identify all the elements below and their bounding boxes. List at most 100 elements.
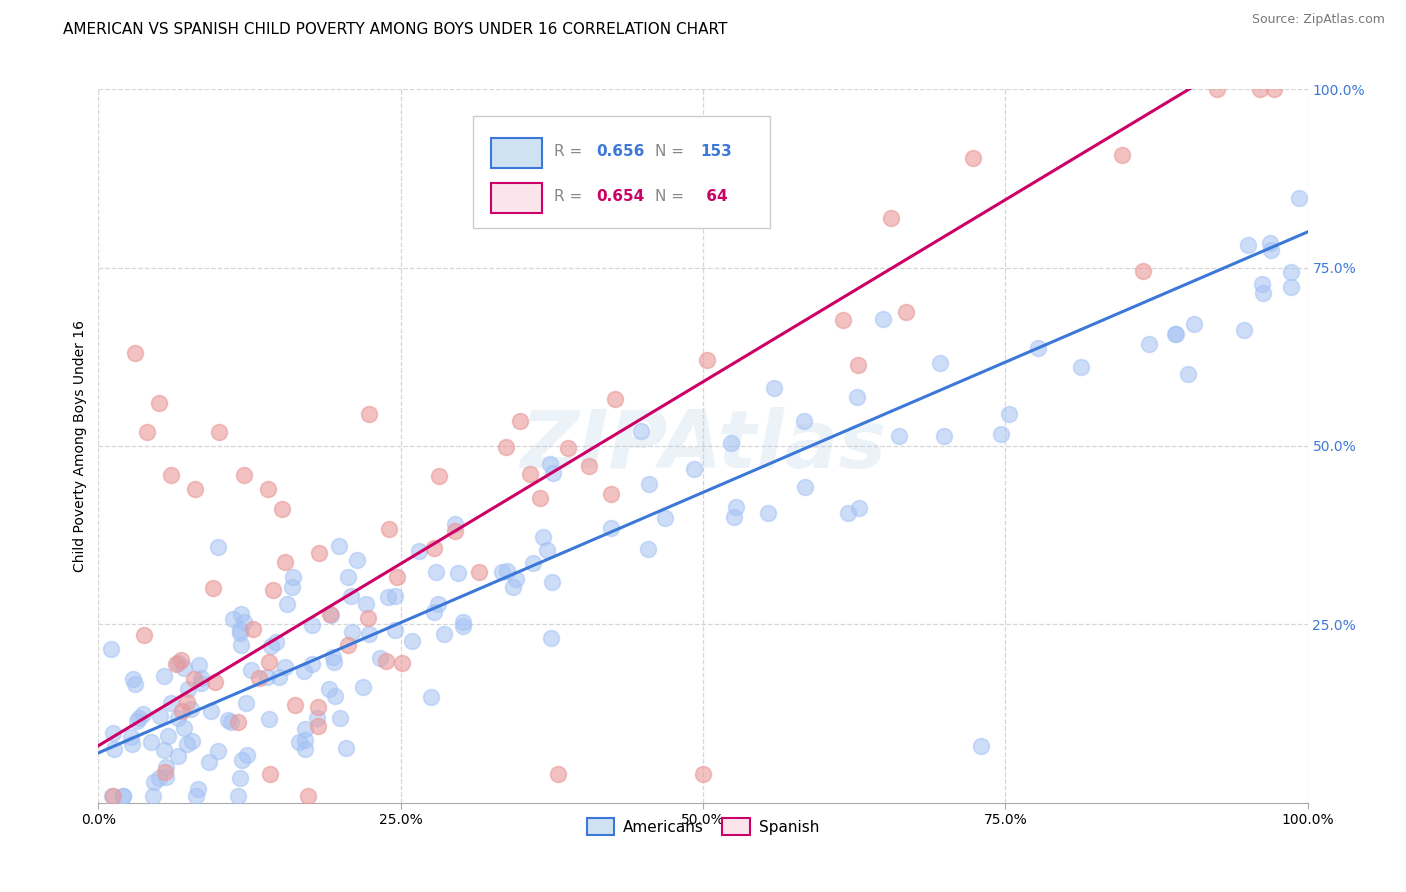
Point — [491, 565, 513, 579]
Point — [188, 658, 211, 673]
Point — [318, 681, 340, 696]
Text: N =: N = — [655, 144, 689, 159]
Point — [340, 625, 363, 640]
Point — [887, 429, 910, 443]
Point — [638, 476, 661, 491]
Point — [153, 743, 176, 757]
Point — [368, 651, 391, 665]
Point — [259, 767, 281, 781]
Point — [998, 408, 1021, 422]
Point — [200, 704, 222, 718]
Point — [183, 672, 205, 686]
Point — [267, 670, 290, 684]
Point — [1250, 277, 1272, 292]
Point — [794, 480, 817, 494]
Point — [529, 491, 551, 505]
Point — [444, 524, 467, 538]
Point — [207, 743, 229, 757]
Y-axis label: Child Poverty Among Boys Under 16: Child Poverty Among Boys Under 16 — [73, 320, 87, 572]
Point — [522, 557, 544, 571]
Point — [377, 590, 399, 604]
Point — [378, 522, 401, 536]
Point — [357, 407, 380, 421]
Point — [384, 623, 406, 637]
Point — [336, 570, 359, 584]
Point — [201, 581, 224, 595]
Point — [540, 631, 562, 645]
Point — [1137, 336, 1160, 351]
Point — [683, 462, 706, 476]
Point — [121, 737, 143, 751]
Point — [257, 655, 280, 669]
Point — [872, 312, 894, 326]
Point — [301, 657, 323, 672]
Point — [1260, 243, 1282, 257]
Point — [837, 506, 859, 520]
Point — [226, 789, 249, 803]
Point — [1111, 148, 1133, 162]
Point — [232, 467, 254, 482]
Point — [274, 659, 297, 673]
Point — [970, 739, 993, 753]
Point — [229, 638, 252, 652]
Point — [170, 704, 193, 718]
Point — [1070, 360, 1092, 375]
Point — [391, 656, 413, 670]
Text: Source: ZipAtlas.com: Source: ZipAtlas.com — [1251, 13, 1385, 27]
Point — [928, 356, 950, 370]
Point — [848, 501, 870, 516]
Point — [531, 530, 554, 544]
Point — [124, 677, 146, 691]
Point — [1164, 327, 1187, 342]
Point — [120, 730, 142, 744]
Point — [692, 767, 714, 781]
Point — [307, 700, 329, 714]
Point — [509, 414, 531, 428]
Point — [217, 713, 239, 727]
Point — [173, 661, 195, 675]
Point — [176, 682, 198, 697]
Point — [723, 509, 745, 524]
Point — [1177, 367, 1199, 381]
Point — [256, 482, 278, 496]
Point — [235, 696, 257, 710]
Point — [167, 711, 190, 725]
Point — [519, 467, 541, 481]
Point — [153, 669, 176, 683]
Point — [356, 611, 378, 625]
Point — [346, 553, 368, 567]
Point — [1249, 82, 1271, 96]
Point — [547, 767, 569, 781]
Point — [235, 747, 257, 762]
Point — [240, 663, 263, 677]
Point — [423, 541, 446, 556]
Point — [165, 657, 187, 671]
Point — [256, 670, 278, 684]
Point — [166, 656, 188, 670]
Point — [1026, 342, 1049, 356]
Point — [122, 672, 145, 686]
Text: 0.656: 0.656 — [596, 144, 645, 159]
Text: N =: N = — [655, 189, 689, 203]
Point — [762, 381, 785, 395]
Point — [197, 755, 219, 769]
FancyBboxPatch shape — [474, 116, 769, 228]
Point — [1182, 317, 1205, 331]
Point — [184, 482, 207, 496]
Point — [1236, 237, 1258, 252]
Point — [336, 638, 359, 652]
Point — [427, 597, 450, 611]
Point — [294, 733, 316, 747]
Point — [468, 566, 491, 580]
Point — [1233, 323, 1256, 337]
Point — [328, 539, 350, 553]
Point — [101, 789, 124, 803]
Point — [160, 467, 183, 482]
Point — [543, 466, 565, 480]
Text: 153: 153 — [700, 144, 733, 159]
Point — [181, 734, 204, 748]
Point — [190, 675, 212, 690]
Point — [231, 753, 253, 767]
Point — [242, 622, 264, 636]
Point — [1263, 82, 1285, 96]
